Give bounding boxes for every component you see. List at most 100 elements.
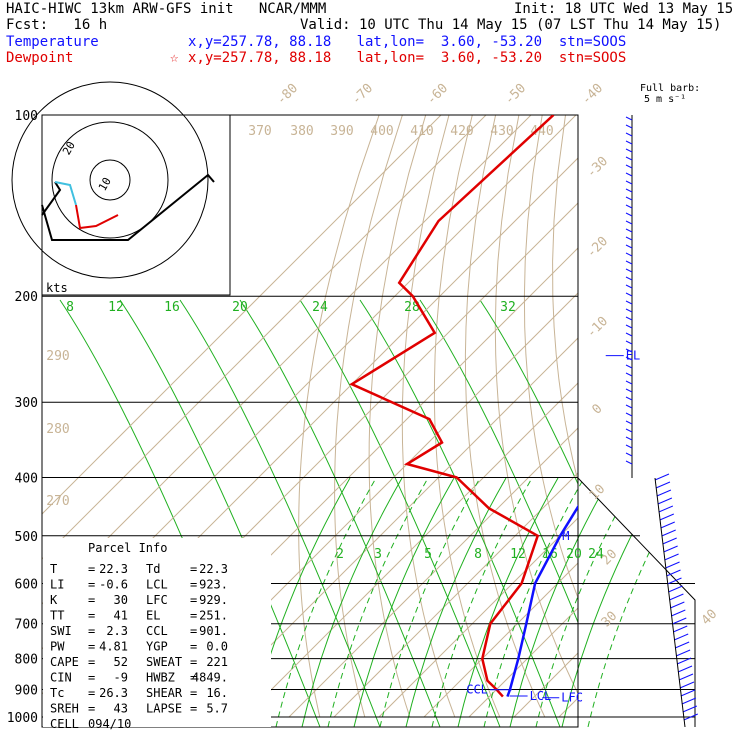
wind-barb	[625, 420, 633, 425]
wind-barb	[625, 140, 633, 145]
wind-barb	[625, 332, 633, 337]
wind-barb	[625, 436, 633, 441]
parcel-right-eq: =	[190, 671, 197, 685]
wind-barb	[625, 348, 633, 353]
parcel-left-key: Tc	[50, 686, 64, 700]
moist-adiabat-label: 20	[232, 300, 248, 315]
wind-barb	[660, 521, 675, 529]
parcel-right-eq: =	[190, 562, 197, 576]
theta-label: 270	[46, 494, 69, 509]
moist-adiabat-label: 8	[66, 300, 74, 315]
wind-barb	[674, 633, 689, 641]
mixing-ratio-line	[327, 478, 429, 727]
isotherm-line	[333, 472, 578, 718]
level-label-ccl: CCL	[466, 683, 488, 697]
moist-adiabat-label: 12	[108, 300, 124, 315]
isotherm-line	[468, 607, 578, 718]
level-label-el: EL	[626, 349, 640, 363]
parcel-left-value: 2.3	[106, 624, 128, 638]
isotherm-label: 30	[599, 609, 621, 631]
hodograph-trace-upper	[41, 173, 215, 241]
wind-barb	[666, 569, 681, 577]
wind-barb	[625, 132, 633, 137]
parcel-left-value: 4.81	[99, 640, 128, 654]
mixing-ratio-line	[379, 478, 481, 727]
theta-label: 390	[330, 124, 353, 139]
wind-barb	[625, 308, 633, 313]
isotherm-label: 40	[699, 607, 721, 629]
wind-barb	[676, 657, 692, 665]
wind-barb	[659, 513, 674, 521]
parcel-left-eq: =	[88, 702, 95, 716]
pressure-tick-label: 600	[15, 577, 38, 592]
isotherm-line	[42, 115, 487, 560]
pressure-tick-label: 900	[15, 683, 38, 698]
wind-barb	[625, 380, 633, 385]
hodograph-trace-left	[41, 181, 62, 216]
parcel-right-value: 0.0	[206, 640, 228, 654]
wind-barb	[625, 252, 633, 257]
parcel-right-key: LFC	[146, 593, 168, 607]
wind-barb	[668, 585, 683, 593]
isotherm-label: -20	[584, 234, 611, 261]
wind-barb	[625, 324, 633, 329]
level-label-lfc: LFC	[561, 691, 583, 705]
legend-temperature-info: x,y=257.78, 88.18 lat,lon= 3.60, -53.20 …	[188, 34, 627, 50]
parcel-right-eq: =	[190, 609, 197, 623]
wind-barb	[678, 673, 694, 681]
isotherm-label: -70	[349, 81, 376, 108]
parcel-right-value: 923.	[199, 578, 228, 592]
parcel-left-key: PW	[50, 640, 65, 654]
wind-barb	[661, 529, 676, 537]
hodograph-ring-20	[51, 121, 169, 239]
parcel-info-panel	[43, 538, 271, 727]
wind-barb	[625, 268, 633, 273]
pressure-tick-label: 300	[15, 396, 38, 411]
parcel-left-value: 22.3	[99, 562, 128, 576]
wind-barb	[625, 396, 633, 401]
isotherm-label: -60	[424, 81, 451, 108]
wind-barb	[656, 489, 672, 497]
wind-barb	[655, 481, 671, 489]
parcel-left-eq: =	[88, 562, 95, 576]
theta-label: 400	[370, 124, 393, 139]
mixing-ratio-label: 8	[474, 547, 482, 562]
theta-label: 430	[490, 124, 513, 139]
dry-adiabat-line	[298, 115, 380, 718]
dry-adiabat-line	[368, 115, 427, 718]
parcel-right-eq: =	[190, 686, 197, 700]
wind-barb	[625, 284, 633, 289]
isotherm-line	[423, 562, 578, 718]
wind-barb	[625, 292, 633, 297]
wind-barb	[663, 545, 678, 553]
dry-adiabat-line	[729, 115, 740, 717]
parcel-left-value: 43	[114, 702, 128, 716]
dry-adiabat-line	[401, 115, 456, 718]
isotherm-line	[378, 517, 578, 718]
isotherm-line	[42, 115, 532, 605]
wind-barb	[625, 428, 633, 433]
header-forecast: Fcst: 16 h	[6, 17, 108, 33]
wind-barb	[625, 300, 633, 305]
wind-barb	[654, 473, 670, 481]
isotherm-line	[243, 382, 578, 718]
wind-barb	[625, 220, 633, 225]
wind-barb	[625, 260, 633, 265]
legend-temperature: Temperature	[6, 34, 99, 50]
parcel-right-key: Td	[146, 562, 160, 576]
isotherm-label: -80	[274, 81, 301, 108]
wind-barb	[625, 164, 633, 169]
dry-adiabat-line	[464, 115, 546, 718]
isotherm-line	[288, 427, 578, 718]
wind-barb	[682, 705, 698, 713]
barb-staff-lower	[654, 477, 686, 728]
mixing-ratio-label: 3	[374, 547, 382, 562]
legend-dewpoint: Dewpoint	[6, 50, 74, 66]
wind-barb	[625, 388, 633, 393]
pressure-tick-label: 1000	[7, 711, 38, 726]
parcel-right-eq: =	[190, 593, 197, 607]
parcel-left-key: CAPE	[50, 655, 79, 669]
parcel-left-value: -9	[114, 671, 128, 685]
isotherm-label: -40	[579, 81, 606, 108]
wind-barb	[625, 156, 633, 161]
